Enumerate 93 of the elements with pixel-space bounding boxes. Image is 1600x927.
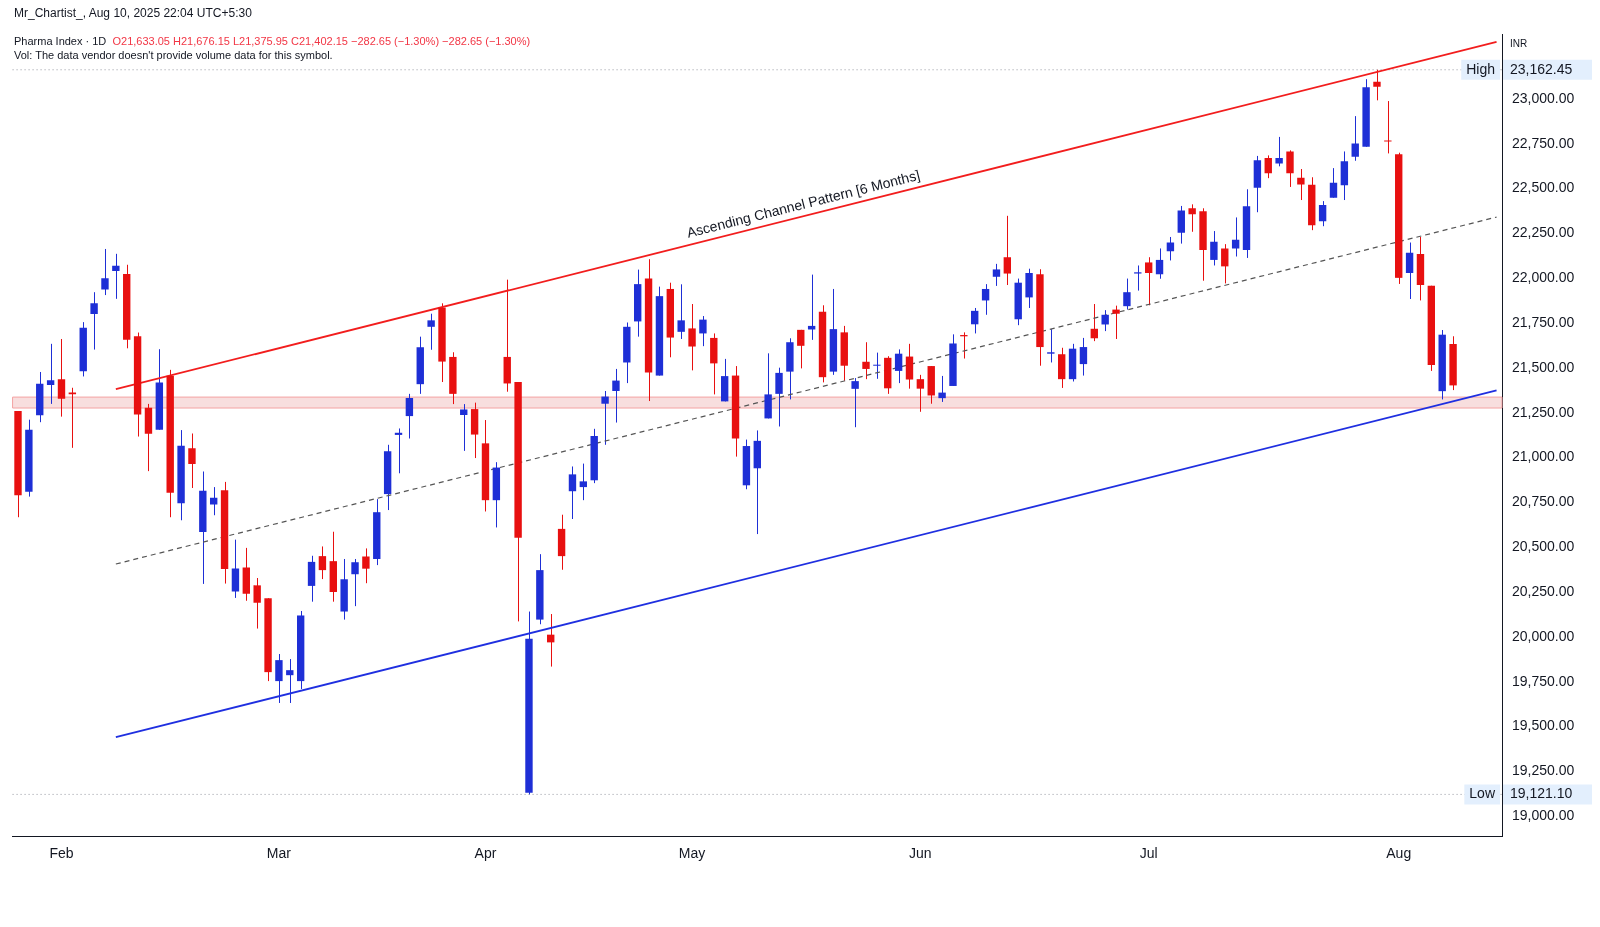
candlestick <box>1297 168 1305 201</box>
candlestick <box>351 558 359 607</box>
y-tick-label: 22,250.00 <box>1512 224 1575 241</box>
candlestick <box>579 463 588 501</box>
candlestick <box>405 393 414 440</box>
candlestick <box>101 248 109 296</box>
y-tick-label: 20,750.00 <box>1512 493 1575 510</box>
candlestick <box>699 315 707 347</box>
candlestick <box>1384 100 1392 154</box>
annotation: Ascending Channel Pattern [6 Months] <box>685 166 922 241</box>
candlestick <box>112 253 120 300</box>
y-tick-label: 21,750.00 <box>1512 313 1575 330</box>
candlestick <box>188 432 196 489</box>
y-tick-label: 22,500.00 <box>1512 179 1575 196</box>
candlestick <box>938 375 946 403</box>
candlestick <box>1351 115 1359 162</box>
candlestick <box>677 283 685 340</box>
candlestick <box>905 343 914 390</box>
candlestick <box>1090 303 1098 342</box>
candlestick <box>46 343 55 405</box>
x-tick-label: Apr <box>474 845 497 862</box>
candlestick <box>992 263 1001 287</box>
chart-subtitle: O21,633.05 H21,676.15 L21,375.95 C21,402.15 −282.65 (−1.30%) −282.65 (−1.30%) <box>112 35 531 47</box>
candlestick <box>1003 215 1012 286</box>
candlestick <box>1286 149 1294 188</box>
ref-line-label: Low <box>1469 785 1496 802</box>
candlestick <box>1123 278 1131 311</box>
candlestick <box>1275 136 1283 167</box>
ref-line-label: High <box>1466 60 1495 77</box>
x-tick-label: Feb <box>49 845 74 862</box>
y-tick-label: 20,000.00 <box>1512 627 1575 644</box>
text: 23,162.45 <box>1510 60 1573 77</box>
candlestick <box>1079 337 1088 377</box>
candlestick <box>253 577 261 630</box>
y-tick-label: 22,000.00 <box>1512 269 1575 286</box>
candlestick <box>1101 309 1109 332</box>
candlestick <box>1210 230 1218 266</box>
x-tick-label: Jul <box>1139 845 1158 862</box>
text: 19,121.10 <box>1510 785 1573 802</box>
candlestick <box>275 653 283 704</box>
y-axis-title: INR <box>1510 37 1528 49</box>
candlestick <box>797 329 805 369</box>
candlestick <box>601 390 609 446</box>
y-tick-label: 19,750.00 <box>1512 672 1575 689</box>
candlestick <box>57 338 66 418</box>
candlestick <box>1177 205 1185 245</box>
y-tick-label: 19,500.00 <box>1512 717 1575 734</box>
chart-title: Pharma Index · 1D <box>14 35 107 47</box>
candlestick <box>688 303 696 371</box>
candlestick <box>460 403 468 452</box>
candlestick <box>775 367 783 427</box>
candlestick <box>286 658 294 704</box>
candlestick <box>981 283 990 316</box>
x-tick-label: Jun <box>909 845 932 862</box>
candlestick <box>1112 305 1120 340</box>
candlestick <box>862 341 870 380</box>
candlestick <box>873 352 881 380</box>
candlestick <box>1221 243 1229 284</box>
candlestick <box>1188 203 1196 233</box>
annotation: Vol: The data vendor doesn't provide volume data for this symbol. <box>14 48 334 62</box>
candlestick <box>916 374 925 413</box>
y-tick-label: 22,750.00 <box>1512 134 1575 151</box>
candlestick <box>1155 247 1164 280</box>
x-tick-label: Aug <box>1386 845 1412 862</box>
candlestick <box>1144 256 1153 306</box>
y-tick-label: 19,000.00 <box>1512 806 1575 823</box>
y-tick-label: 21,500.00 <box>1512 358 1575 375</box>
x-tick-label: Mar <box>266 845 292 862</box>
candlestick <box>1264 154 1272 179</box>
y-tick-label: 20,250.00 <box>1512 582 1575 599</box>
candlestick <box>1373 69 1381 101</box>
candlestick <box>568 465 577 520</box>
candlestick <box>851 377 859 428</box>
x-tick-label: May <box>678 845 706 862</box>
text: Mr_Chartist_, Aug 10, 2025 22:04 UTC+5:30 <box>14 6 252 20</box>
y-tick-label: 20,500.00 <box>1512 538 1575 555</box>
candlestick <box>318 545 327 580</box>
candlestick <box>1329 167 1338 199</box>
candlestick <box>231 539 240 599</box>
y-tick-label: 23,000.00 <box>1512 89 1575 106</box>
candlestick <box>612 368 620 424</box>
candlestick <box>1405 242 1414 300</box>
candlestick <box>1047 328 1055 363</box>
candlestick <box>362 547 370 584</box>
candlestick <box>1134 264 1142 292</box>
y-tick-label: 21,000.00 <box>1512 448 1575 465</box>
y-tick-label: 21,250.00 <box>1512 403 1575 420</box>
y-tick-label: 19,250.00 <box>1512 762 1575 779</box>
candlestick <box>427 313 435 351</box>
candlestick <box>1318 200 1327 227</box>
candlestick <box>90 291 98 351</box>
candlestick <box>971 307 979 334</box>
candlestick <box>894 348 903 384</box>
